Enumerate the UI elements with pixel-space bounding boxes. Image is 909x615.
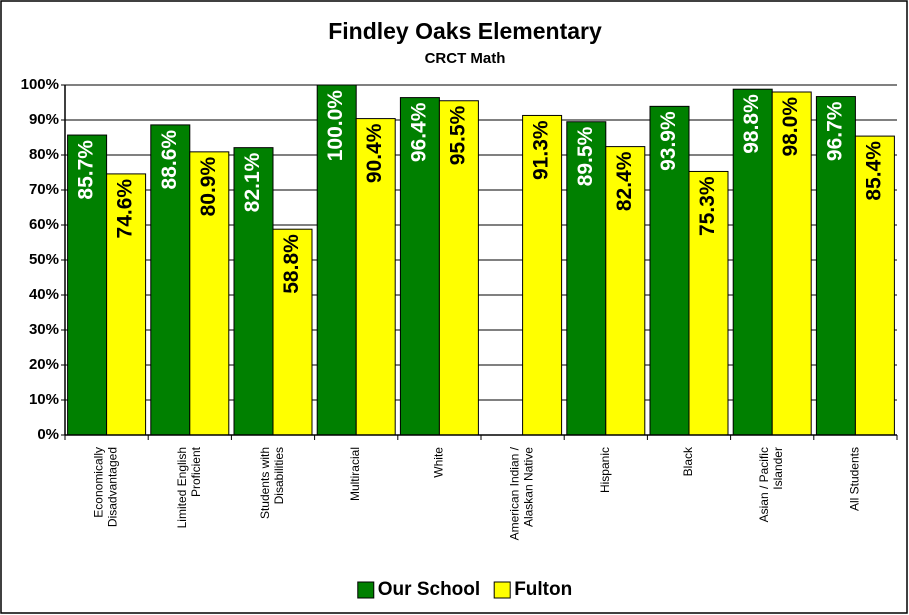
bar — [815, 96, 856, 436]
x-tick-label-line: Limited English — [175, 447, 189, 528]
legend-swatch — [493, 581, 511, 599]
x-tick-label-line: Proficient — [189, 446, 203, 497]
x-tick-label: Multiracial — [348, 447, 362, 501]
value-label: 85.7% — [75, 140, 98, 200]
bar — [272, 228, 313, 436]
x-tick-label-line: Economically — [92, 447, 106, 518]
value-label: 96.4% — [407, 102, 430, 162]
bar — [233, 147, 274, 436]
legend-label: Our School — [378, 579, 480, 600]
bar — [605, 146, 646, 436]
legend: Our School Fulton — [357, 579, 572, 600]
x-tick-label: All Students — [848, 447, 862, 511]
y-tick-label: 50% — [29, 251, 59, 268]
value-label: 100.0% — [324, 90, 347, 162]
y-tick-label: 10% — [29, 391, 59, 408]
chart-subtitle: CRCT Math — [425, 50, 506, 67]
bar — [854, 135, 895, 436]
bar — [399, 97, 440, 436]
y-tick-label: 30% — [29, 321, 59, 338]
value-label: 85.4% — [862, 141, 885, 201]
value-label: 95.5% — [446, 105, 469, 165]
y-tick-label: 100% — [21, 76, 59, 93]
y-tick-label: 70% — [29, 181, 59, 198]
legend-item: Our School — [357, 579, 480, 600]
x-tick-label: Students withDisabilities — [258, 447, 286, 519]
x-tick-label-line: Islander — [771, 447, 785, 490]
x-tick-label: Limited EnglishProficient — [175, 446, 203, 528]
bar — [189, 151, 230, 436]
x-tick-label-line: White — [432, 447, 446, 478]
bar — [316, 84, 357, 436]
bar — [522, 114, 563, 436]
legend-label: Fulton — [514, 579, 572, 600]
value-label: 75.3% — [696, 176, 719, 236]
y-tick-label: 20% — [29, 356, 59, 373]
legend-swatch — [357, 581, 375, 599]
bar — [150, 124, 191, 436]
x-tick-label-line: All Students — [848, 447, 862, 511]
value-label: 80.9% — [197, 157, 220, 217]
value-label: 90.4% — [363, 123, 386, 183]
bar — [355, 118, 396, 436]
value-label: 82.1% — [241, 152, 264, 212]
bar — [566, 121, 607, 436]
value-label: 82.4% — [613, 151, 636, 211]
legend-item: Fulton — [493, 579, 572, 600]
x-tick-label: American Indian /Alaskan Native — [508, 446, 536, 540]
x-tick-label: Hispanic — [598, 447, 612, 493]
y-tick-label: 80% — [29, 146, 59, 163]
x-tick-label-line: Asian / Pacific — [757, 447, 771, 522]
x-tick-label-line: Black — [681, 446, 695, 476]
bar — [649, 105, 690, 436]
y-tick-label: 60% — [29, 216, 59, 233]
y-tick-label: 90% — [29, 111, 59, 128]
y-tick-label: 40% — [29, 286, 59, 303]
bar — [688, 170, 729, 436]
x-tick-label: Black — [681, 446, 695, 476]
value-label: 98.8% — [740, 94, 763, 154]
value-label: 89.5% — [574, 126, 597, 186]
x-tick-label-line: Alaskan Native — [522, 447, 536, 527]
y-tick-label: 0% — [37, 426, 59, 443]
x-tick-label-line: American Indian / — [508, 446, 522, 540]
bar — [438, 100, 479, 436]
x-tick-label: EconomicallyDisadvantaged — [92, 447, 120, 527]
chart-title: Findley Oaks Elementary — [328, 18, 602, 44]
value-label: 58.8% — [280, 234, 303, 294]
value-label: 96.7% — [823, 101, 846, 161]
x-tick-label: White — [432, 447, 446, 478]
x-tick-label: Asian / PacificIslander — [757, 447, 785, 522]
x-tick-label-line: Hispanic — [598, 447, 612, 493]
value-label: 98.0% — [779, 97, 802, 157]
x-tick-label-line: Disabilities — [272, 447, 286, 504]
x-tick-label-line: Disadvantaged — [106, 447, 120, 527]
x-tick-label-line: Students with — [258, 447, 272, 519]
value-label: 93.9% — [657, 111, 680, 171]
bar — [771, 91, 812, 436]
value-label: 91.3% — [530, 120, 553, 180]
bar — [106, 173, 147, 436]
x-tick-label-line: Multiracial — [348, 447, 362, 501]
value-label: 74.6% — [114, 179, 137, 239]
value-label: 88.6% — [158, 130, 181, 190]
